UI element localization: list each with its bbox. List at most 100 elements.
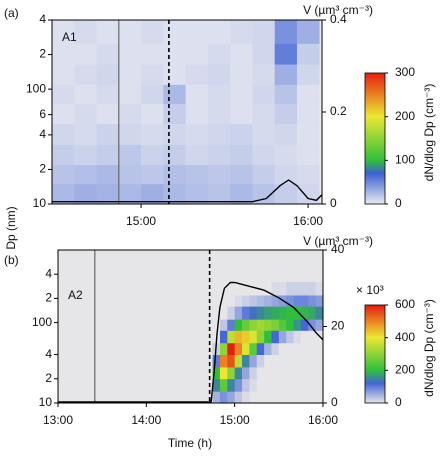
heatmap-cell bbox=[230, 144, 253, 166]
heatmap-cell bbox=[118, 20, 142, 44]
heatmap-cell bbox=[219, 330, 228, 344]
heatmap-cell bbox=[185, 123, 209, 145]
heatmap-cell bbox=[227, 306, 236, 320]
heatmap-cell bbox=[271, 281, 280, 296]
heatmap-cell bbox=[212, 354, 221, 368]
heatmap-cell bbox=[234, 330, 243, 344]
heatmap-cell bbox=[242, 330, 250, 344]
heatmap-cell bbox=[264, 378, 272, 392]
heatmap-cell bbox=[227, 367, 236, 380]
heatmap-cell bbox=[286, 378, 294, 392]
heatmap-cell bbox=[185, 144, 209, 166]
heatmap-cell bbox=[315, 319, 324, 331]
y2-tick-label: 0.2 bbox=[330, 104, 347, 118]
heatmap-cell bbox=[227, 354, 236, 368]
heatmap-cell bbox=[293, 391, 302, 404]
heatmap-cell bbox=[230, 64, 253, 85]
heatmap-cell bbox=[264, 367, 272, 380]
heatmap-cell bbox=[315, 354, 324, 368]
heatmap-cell bbox=[264, 342, 272, 355]
heatmap-cell bbox=[274, 123, 298, 145]
heatmap-cell bbox=[300, 367, 309, 380]
heatmap-cell bbox=[234, 378, 243, 392]
heatmap-cell bbox=[52, 144, 75, 166]
heatmap-cell bbox=[252, 84, 276, 104]
colorbar-tick-label: 0 bbox=[395, 196, 402, 210]
heatmap-cell bbox=[207, 84, 231, 104]
heatmap-cell bbox=[242, 391, 250, 404]
heatmap-cell bbox=[141, 164, 164, 185]
colorbar-tick-label: 0 bbox=[395, 395, 402, 409]
heatmap-cell bbox=[234, 306, 243, 320]
heatmap-cell bbox=[230, 164, 253, 185]
heatmap-cell bbox=[286, 295, 294, 307]
heatmap-cell bbox=[163, 84, 187, 104]
heatmap-cell bbox=[118, 43, 142, 65]
heatmap-cell bbox=[308, 306, 317, 320]
heatmap-cell bbox=[96, 43, 120, 65]
y2-tick-label: 0.4 bbox=[330, 12, 347, 26]
volume-line bbox=[58, 281, 324, 403]
heatmap-cell bbox=[141, 103, 164, 125]
y2-tick-label: 0 bbox=[331, 395, 338, 409]
heatmap-cell bbox=[271, 367, 280, 380]
y2-axis-label: V (µm³ cm⁻³) bbox=[303, 3, 373, 17]
heatmap-cell bbox=[163, 103, 187, 125]
heatmap-cell bbox=[296, 20, 320, 44]
heatmap-cell bbox=[52, 64, 75, 85]
heatmap-cell bbox=[163, 20, 187, 44]
colorbar-tick-label: 200 bbox=[395, 109, 415, 123]
heatmap-cell bbox=[293, 295, 302, 307]
heatmap-cell bbox=[234, 391, 243, 404]
heatmap-cell bbox=[141, 84, 164, 104]
heatmap-cell bbox=[52, 123, 75, 145]
heatmap-cell bbox=[96, 123, 120, 145]
heatmap-cell bbox=[264, 319, 272, 331]
heatmap-cell bbox=[286, 342, 294, 355]
heatmap-cell bbox=[308, 367, 317, 380]
heatmap-cell bbox=[185, 43, 209, 65]
heatmap-cell bbox=[252, 183, 276, 205]
heatmap-cell bbox=[296, 164, 320, 185]
heatmap-cell bbox=[207, 183, 231, 205]
heatmap-cell bbox=[141, 183, 164, 205]
heatmap-cell bbox=[227, 378, 236, 392]
heatmap-cell bbox=[118, 183, 142, 205]
heatmap-cell bbox=[242, 281, 250, 296]
heatmap-cell bbox=[308, 281, 317, 296]
heatmap-cell bbox=[249, 342, 258, 355]
x-tick-label: 16:00 bbox=[308, 413, 338, 427]
heatmap-cell bbox=[293, 319, 302, 331]
heatmap-cell bbox=[207, 144, 231, 166]
heatmap-cell bbox=[271, 330, 280, 344]
heatmap-cell bbox=[252, 103, 276, 125]
heatmap-cell bbox=[74, 20, 97, 44]
heatmap-cell bbox=[141, 43, 164, 65]
heatmap-cell bbox=[315, 306, 324, 320]
heatmap-cell bbox=[308, 342, 317, 355]
colorbar-tick-label: 400 bbox=[395, 330, 415, 344]
heatmap-cell bbox=[274, 43, 298, 65]
heatmap-cell bbox=[52, 43, 75, 65]
heatmap-cell bbox=[227, 391, 236, 404]
heatmap-cell bbox=[96, 84, 120, 104]
heatmap-cell bbox=[163, 164, 187, 185]
heatmap-cell bbox=[286, 354, 294, 368]
heatmap-cell bbox=[230, 183, 253, 205]
heatmap-cell bbox=[256, 319, 265, 331]
heatmap-cell bbox=[185, 183, 209, 205]
heatmap-cell bbox=[74, 183, 97, 205]
heatmap-cell bbox=[256, 378, 265, 392]
heatmap-cell bbox=[286, 281, 294, 296]
heatmap-cell bbox=[296, 144, 320, 166]
heatmap-cell bbox=[274, 183, 298, 205]
heatmap-cell bbox=[271, 319, 280, 331]
heatmap-cell bbox=[300, 281, 309, 296]
heatmap-cell bbox=[278, 281, 287, 296]
heatmap-cell bbox=[286, 306, 294, 320]
heatmap-cell bbox=[234, 295, 243, 307]
heatmap-cell bbox=[219, 391, 228, 404]
heatmap-cell bbox=[315, 281, 324, 296]
heatmap-cell bbox=[58, 391, 213, 404]
heatmap-cell bbox=[256, 295, 265, 307]
